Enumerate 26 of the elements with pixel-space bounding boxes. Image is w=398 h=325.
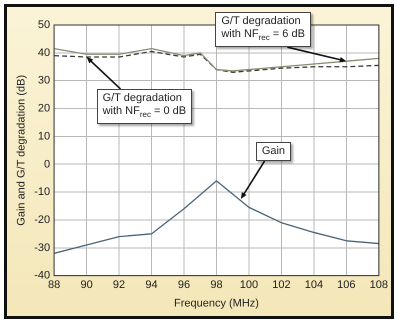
y-tick-label: 30 bbox=[38, 74, 50, 87]
y-axis-title: Gain and G/T degradation (dB) bbox=[16, 74, 28, 226]
x-tick-label: 88 bbox=[48, 279, 60, 292]
y-tick-label: 20 bbox=[38, 102, 50, 115]
x-tick-label: 102 bbox=[272, 279, 291, 292]
y-tick-label: -10 bbox=[34, 186, 50, 198]
x-tick-label: 92 bbox=[112, 279, 126, 292]
x-tick-label: 100 bbox=[240, 279, 258, 292]
y-tick-label: -30 bbox=[34, 242, 50, 254]
y-tick-label: 10 bbox=[38, 130, 50, 142]
annotation: G/T degradation with NF$_{rec}$ = 0 dB bbox=[96, 89, 192, 124]
x-tick-label: 104 bbox=[304, 279, 324, 292]
x-tick-label: 106 bbox=[337, 279, 356, 292]
y-tick-label: -20 bbox=[34, 214, 50, 226]
x-tick-label: 90 bbox=[80, 279, 93, 292]
y-tick-label: 40 bbox=[38, 46, 50, 59]
x-tick-label: 108 bbox=[370, 279, 388, 292]
annotation: Gain bbox=[256, 142, 292, 162]
x-tick-label: 98 bbox=[210, 279, 223, 292]
x-tick-label: 96 bbox=[178, 279, 190, 292]
annotation: G/T degradation with NF$_{rec}$ = 6 dB bbox=[215, 12, 311, 48]
x-tick-label: 94 bbox=[145, 279, 158, 292]
x-axis-title: Frequency (MHz) bbox=[174, 297, 259, 310]
y-tick-label: 50 bbox=[38, 19, 50, 32]
y-tick-label: 0 bbox=[44, 158, 50, 170]
y-tick-label: -40 bbox=[34, 270, 50, 282]
